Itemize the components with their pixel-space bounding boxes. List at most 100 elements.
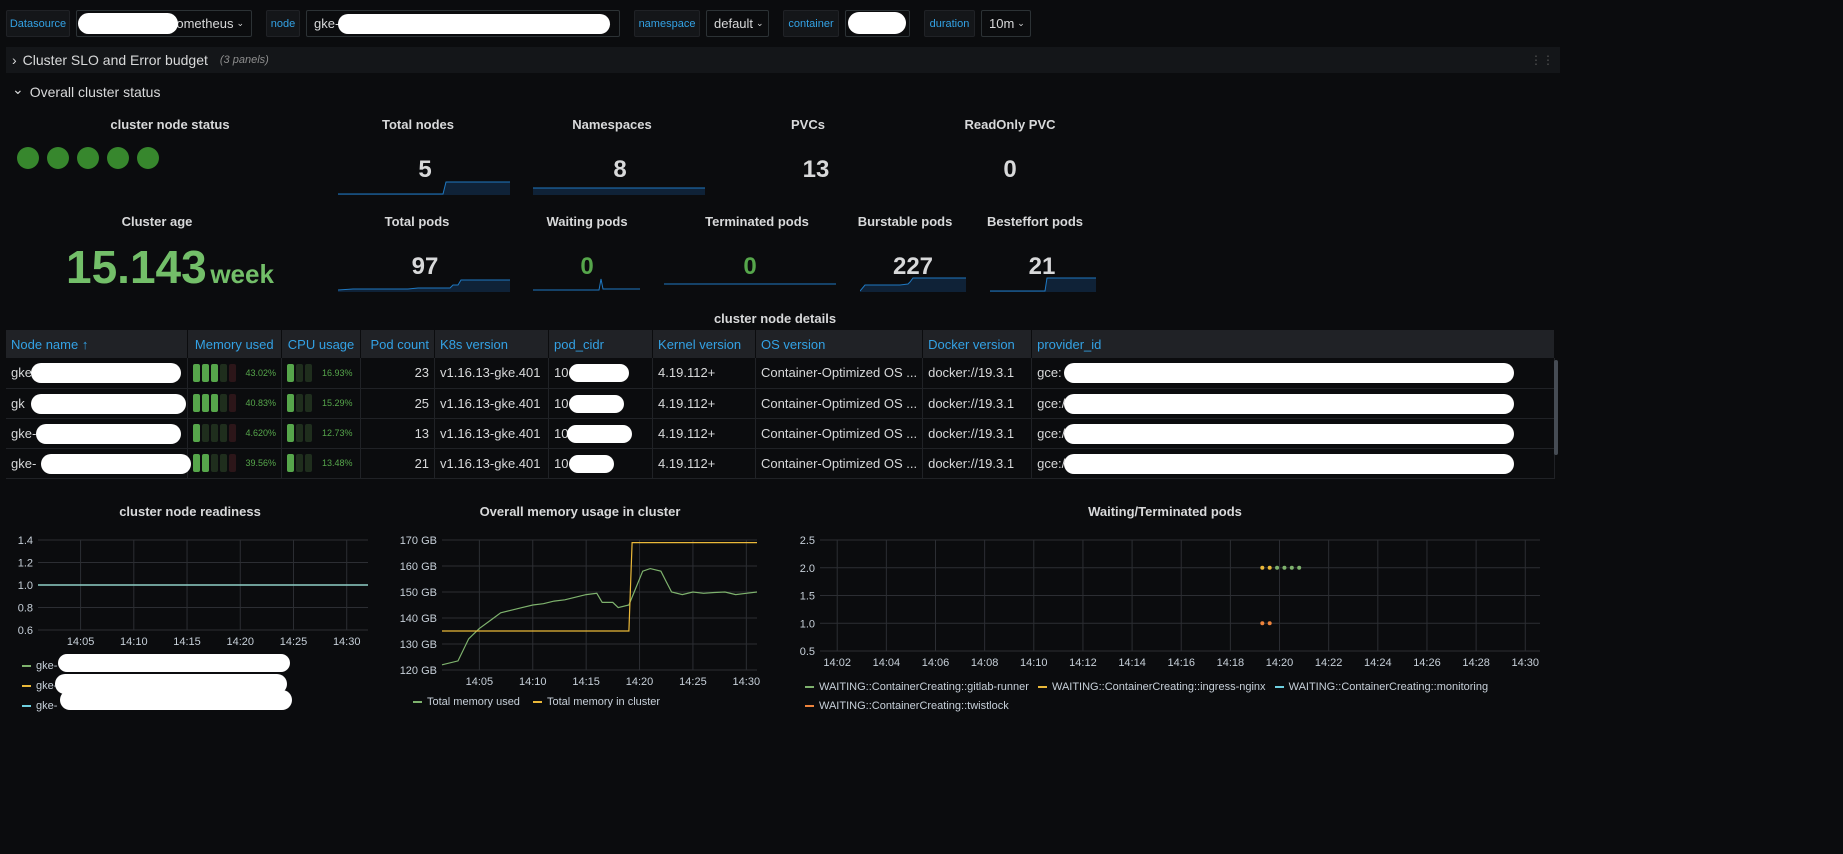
- memory-used-cell: 4.620%: [187, 418, 283, 449]
- legend-item[interactable]: WAITING::ContainerCreating::ingress-ngin…: [1037, 681, 1266, 693]
- cpu-usage-cell: 16.93%: [281, 358, 362, 389]
- table-row[interactable]: gke- 43.02% 16.93% 23 v1.16.13-gke.401 10 4.19…: [6, 358, 1555, 389]
- x-tick-label: 14:24: [1364, 657, 1392, 669]
- column-header[interactable]: Memory used: [187, 330, 283, 358]
- x-tick-label: 14:30: [333, 636, 361, 648]
- bar-gauge: [287, 394, 313, 412]
- x-tick-label: 14:22: [1315, 657, 1343, 669]
- node-status-dot: [47, 147, 69, 169]
- column-header[interactable]: pod_cidr: [548, 330, 654, 358]
- y-tick-label: 1.4: [18, 535, 33, 547]
- row-title: Cluster SLO and Error budget: [22, 52, 208, 68]
- total-nodes-value: 5: [418, 156, 432, 183]
- column-header[interactable]: K8s version: [434, 330, 550, 358]
- besteffort-pods-value: 21: [1028, 253, 1056, 280]
- readiness-legend: gke- gke- gke-: [22, 656, 57, 716]
- data-point: [1297, 565, 1302, 570]
- y-tick-label: 1.5: [800, 591, 815, 603]
- table-row[interactable]: gke- 39.56% 13.48% 21 v1.16.13-gke.401 10 4.19…: [6, 448, 1555, 479]
- y-tick-label: 140 GB: [400, 613, 437, 625]
- data-point: [1260, 621, 1265, 626]
- legend-item[interactable]: gke-: [22, 656, 57, 676]
- kernel-version-cell: 4.19.112+: [652, 448, 757, 479]
- x-tick-label: 14:28: [1462, 657, 1490, 669]
- x-tick-label: 14:26: [1413, 657, 1441, 669]
- node-status-dot: [17, 147, 39, 169]
- docker-version-cell: docker://19.3.1: [922, 448, 1033, 479]
- column-header[interactable]: Docker version: [922, 330, 1033, 358]
- redaction: [31, 363, 181, 383]
- burstable-pods-value: 227: [892, 253, 934, 280]
- pod-count-cell: 13: [360, 418, 436, 449]
- column-header[interactable]: provider_id: [1031, 330, 1555, 358]
- redaction: [338, 14, 610, 34]
- duration-value: 10m: [989, 16, 1015, 31]
- namespace-select[interactable]: default ⌄: [706, 10, 769, 37]
- memory-usage-chart: 120 GB 130 GB 140 GB 150 GB 160 GB 170 GB 14:0…: [400, 535, 760, 688]
- namespace-label: namespace: [634, 10, 700, 37]
- legend-item[interactable]: gke-: [22, 696, 57, 716]
- column-header[interactable]: OS version: [755, 330, 924, 358]
- y-tick-label: 2.0: [800, 563, 815, 575]
- bar-gauge: [192, 363, 236, 382]
- column-header[interactable]: CPU usage: [281, 330, 362, 358]
- panel-title: cluster node details: [713, 311, 837, 326]
- redaction: [567, 424, 633, 443]
- cpu-usage-cell: 13.48%: [281, 448, 362, 479]
- x-tick-label: 14:30: [1511, 657, 1539, 669]
- burstable-pods-sparkline: [860, 277, 966, 292]
- x-tick-label: 14:08: [971, 657, 999, 669]
- legend-item[interactable]: Total memory used: [413, 696, 520, 708]
- y-tick-label: 0.8: [18, 603, 33, 615]
- cpu-usage-cell: 15.29%: [281, 388, 362, 419]
- legend-item[interactable]: WAITING::ContainerCreating::monitoring: [1274, 681, 1488, 693]
- redaction: [31, 393, 186, 414]
- column-header[interactable]: Kernel version: [652, 330, 757, 358]
- node-name-cell: gke-: [6, 448, 191, 479]
- cluster-age-value: 15.143 week: [66, 240, 274, 294]
- container-label: container: [783, 10, 839, 37]
- bar-gauge: [287, 454, 313, 472]
- y-tick-label: 170 GB: [400, 535, 437, 547]
- redaction: [569, 454, 615, 473]
- legend-item[interactable]: WAITING::ContainerCreating::gitlab-runne…: [805, 681, 1029, 693]
- os-version-cell: Container-Optimized OS ...: [755, 418, 924, 449]
- table-header-row: Node name ↑ Memory used CPU usage Pod count…: [6, 330, 1555, 358]
- docker-version-cell: docker://19.3.1: [922, 388, 1033, 419]
- node-name-cell: gke-: [6, 418, 188, 449]
- row-panel-count: (3 panels): [219, 54, 269, 66]
- redaction: [58, 654, 290, 672]
- column-header[interactable]: Pod count: [360, 330, 436, 358]
- x-tick-label: 14:14: [1118, 657, 1146, 669]
- provider-id-cell: gce:: [1031, 358, 1555, 389]
- redaction: [1064, 423, 1515, 444]
- kernel-version-cell: 4.19.112+: [652, 418, 757, 449]
- panel-title: Besteffort pods: [986, 214, 1084, 229]
- x-tick-label: 14:20: [226, 636, 254, 648]
- pod-cidr-cell: 10: [548, 448, 654, 479]
- legend-item[interactable]: Total memory in cluster: [533, 696, 660, 708]
- panel-title: Cluster age: [121, 214, 193, 229]
- legend-item[interactable]: WAITING::ContainerCreating::twistlock: [805, 700, 1009, 712]
- column-header[interactable]: Node name ↑: [6, 330, 188, 358]
- x-tick-label: 14:05: [466, 676, 494, 688]
- waiting-legend: WAITING::ContainerCreating::gitlab-runne…: [805, 678, 1545, 716]
- node-value: gke-: [314, 16, 340, 31]
- redaction: [41, 453, 191, 474]
- duration-select[interactable]: 10m ⌄: [981, 10, 1031, 37]
- row-overall-cluster-status[interactable]: ⌄ Overall cluster status: [6, 79, 1560, 105]
- table-scrollbar[interactable]: [1554, 360, 1558, 455]
- table-row[interactable]: gke- 4.620% 12.73% 13 v1.16.13-gke.401 10 4.19…: [6, 418, 1555, 449]
- row-cluster-slo[interactable]: › Cluster SLO and Error budget (3 panels…: [6, 47, 1560, 73]
- cluster-age-number: 15.143: [66, 241, 207, 293]
- series-line: [441, 567, 758, 666]
- panel-title: Waiting pods: [546, 214, 628, 229]
- redaction: [848, 12, 906, 34]
- redaction: [36, 423, 181, 444]
- y-tick-label: 120 GB: [400, 665, 437, 677]
- os-version-cell: Container-Optimized OS ...: [755, 448, 924, 479]
- drag-handle-icon[interactable]: ⋮⋮: [1530, 53, 1554, 67]
- table-row[interactable]: gk 40.83% 15.29% 25 v1.16.13-gke.401 10 4.19.1…: [6, 388, 1555, 419]
- panel-title: Namespaces: [572, 117, 652, 132]
- legend-item[interactable]: gke-: [22, 676, 57, 696]
